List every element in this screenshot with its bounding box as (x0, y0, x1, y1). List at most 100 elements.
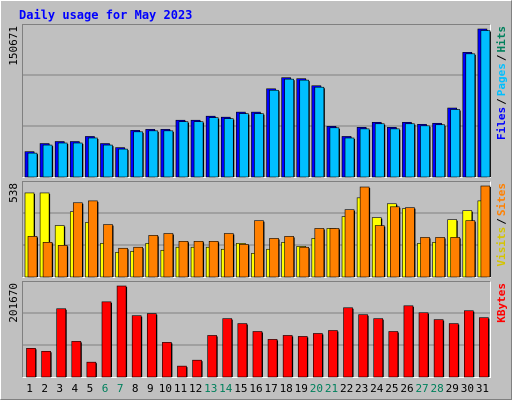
bar (390, 206, 400, 278)
bar (450, 109, 461, 178)
bar (282, 335, 293, 378)
x-tick-label: 20 (310, 382, 323, 395)
bar (254, 220, 264, 278)
bar (450, 237, 461, 278)
y-tick-label: 201670 (7, 283, 20, 323)
bar (207, 335, 217, 378)
bar (88, 137, 98, 178)
x-tick-label: 2 (41, 382, 48, 395)
bar (297, 336, 308, 378)
bar (465, 53, 476, 178)
x-tick-label: 7 (117, 382, 124, 395)
bar (480, 185, 491, 278)
bar (405, 207, 415, 278)
bar (464, 310, 474, 378)
bar (314, 86, 325, 178)
bar (222, 318, 233, 378)
bar (223, 233, 234, 278)
legend: Files/Pages/Hits (495, 26, 508, 140)
bar (435, 237, 445, 278)
bar (358, 314, 368, 378)
bar (26, 348, 36, 378)
bar (42, 242, 53, 278)
bar (433, 319, 444, 378)
legend-entry: Hits (495, 26, 508, 53)
bar (479, 317, 489, 378)
legend-entry: KBytes (495, 283, 508, 323)
bar (465, 220, 476, 278)
bar (41, 350, 51, 378)
bar (359, 186, 370, 278)
panel-edge-dark (22, 181, 491, 278)
x-tick-label: 30 (461, 382, 474, 395)
bar (390, 128, 400, 178)
x-tick-label: 1 (26, 382, 33, 395)
bar (405, 123, 415, 178)
bar (27, 152, 38, 178)
legend-separator: / (495, 218, 508, 225)
x-tick-label: 14 (219, 382, 233, 395)
bar (284, 78, 294, 178)
bar (57, 142, 68, 178)
bar (239, 244, 249, 278)
bar (239, 113, 249, 178)
bar (162, 342, 172, 378)
x-tick-label: 5 (87, 382, 94, 395)
y-tick-label: 150671 (7, 26, 20, 66)
legend: Visits / Sites (495, 183, 508, 267)
bar (420, 237, 430, 278)
bar (148, 130, 159, 178)
bar (208, 241, 219, 278)
x-tick-label: 21 (325, 382, 338, 395)
bar (177, 365, 187, 378)
bar (116, 285, 127, 378)
x-tick-label: 23 (355, 382, 368, 395)
x-tick-label: 24 (370, 382, 384, 395)
bar (103, 224, 113, 278)
bar (269, 238, 279, 278)
bar (374, 225, 385, 278)
bar (223, 118, 234, 178)
bar (237, 323, 248, 378)
bar (118, 247, 128, 278)
x-tick-label: 15 (234, 382, 247, 395)
bar (86, 361, 97, 378)
bar (131, 315, 142, 378)
x-tick-label: 12 (189, 382, 202, 395)
bar (254, 113, 264, 178)
bar (313, 333, 323, 378)
x-tick-label: 26 (400, 382, 413, 395)
bar (42, 144, 53, 178)
x-tick-label: 10 (159, 382, 172, 395)
legend-entry: Pages (495, 63, 508, 96)
bar (344, 209, 355, 278)
x-tick-label: 9 (147, 382, 154, 395)
x-tick-label: 4 (72, 382, 79, 395)
bar (328, 330, 338, 378)
panel-edge-light (22, 281, 491, 378)
bar (133, 131, 143, 178)
bar (418, 312, 429, 378)
bar (329, 228, 340, 278)
chart-title: Daily usage for May 2023 (19, 8, 192, 22)
bar (284, 236, 294, 278)
bar (343, 307, 353, 378)
bar (267, 339, 278, 378)
bar (420, 125, 430, 178)
legend-entry: Sites (495, 183, 508, 216)
bar (329, 127, 340, 178)
bar (192, 359, 202, 378)
x-tick-label: 17 (264, 382, 277, 395)
bar (193, 121, 204, 178)
bar (71, 341, 82, 378)
bar (88, 200, 98, 278)
bar (178, 241, 189, 278)
bar (403, 305, 414, 378)
x-tick-label: 8 (132, 382, 139, 395)
panel-edge-dark (22, 24, 491, 178)
y-tick-label: 538 (7, 183, 20, 203)
bar (178, 121, 189, 178)
bar (299, 246, 310, 278)
legend-separator: / (495, 98, 508, 105)
